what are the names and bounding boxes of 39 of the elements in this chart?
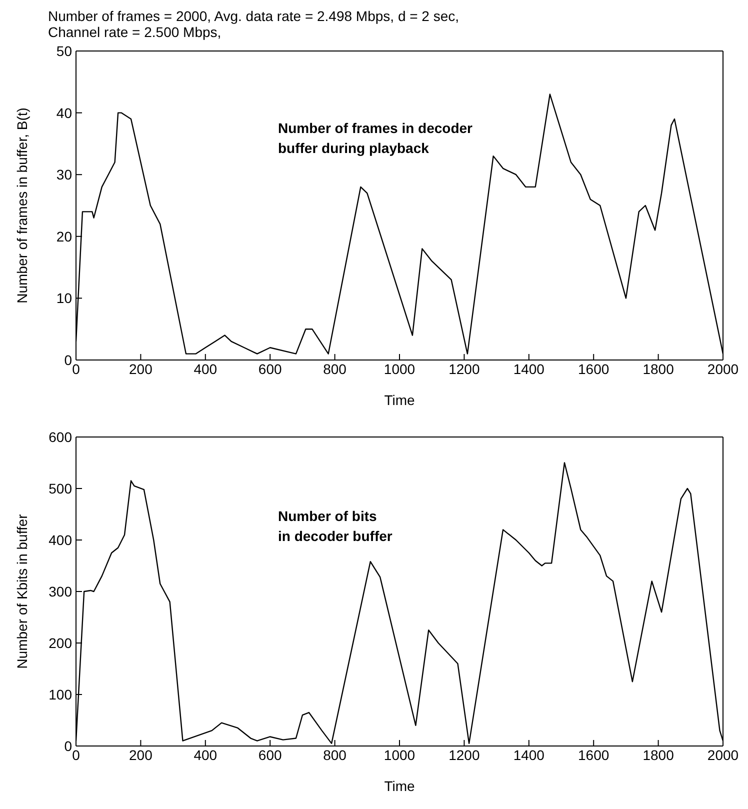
y-tick-label: 600 (48, 428, 72, 445)
x-axis-title: Time (384, 778, 416, 794)
y-tick-label: 20 (56, 228, 72, 244)
x-tick-label: 1200 (448, 360, 480, 377)
annotation: Number of frames in decoder buffer during playback (278, 119, 472, 158)
y-axis-title: Number of frames in buffer, B(t) (14, 108, 30, 304)
x-tick-label: 200 (129, 360, 153, 377)
x-tick-label: 1400 (513, 360, 545, 377)
x-tick-label: 1800 (642, 746, 674, 763)
x-tick-label: 200 (129, 746, 153, 763)
annotation: Number of bits in decoder buffer (278, 507, 392, 546)
y-tick-label: 200 (48, 634, 72, 651)
x-tick-label: 800 (323, 360, 347, 377)
y-tick-label: 10 (56, 290, 72, 306)
x-tick-label: 600 (258, 360, 282, 377)
y-tick-label: 40 (56, 104, 72, 121)
x-tick-label: 2000 (707, 746, 739, 763)
chart-subtitle: Channel rate = 2.500 Mbps, (48, 24, 222, 40)
x-tick-label: 1000 (384, 360, 416, 377)
y-tick-label: 30 (56, 166, 72, 183)
x-tick-label: 1400 (513, 746, 545, 763)
y-tick-label: 100 (48, 686, 72, 702)
y-tick-label: 500 (48, 480, 72, 496)
x-tick-label: 400 (194, 746, 218, 763)
y-tick-label: 50 (56, 42, 72, 59)
chart-title: Number of frames = 2000, Avg. data rate = 2.498 Mbps, d = 2 sec, (48, 8, 460, 24)
y-tick-label: 400 (48, 532, 72, 548)
x-tick-label: 1800 (642, 360, 674, 377)
x-tick-label: 400 (194, 360, 218, 377)
x-tick-label: 1000 (384, 746, 416, 763)
x-tick-label: 1600 (578, 746, 610, 763)
x-tick-label: 600 (258, 746, 282, 763)
x-tick-label: 1200 (448, 746, 480, 763)
y-axis-title: Number of Kbits in buffer (14, 514, 30, 669)
x-tick-label: 2000 (707, 360, 739, 377)
y-tick-label: 300 (48, 583, 72, 600)
x-tick-label: 800 (323, 746, 347, 763)
x-axis-title: Time (384, 392, 416, 408)
x-tick-label: 1600 (578, 360, 610, 377)
